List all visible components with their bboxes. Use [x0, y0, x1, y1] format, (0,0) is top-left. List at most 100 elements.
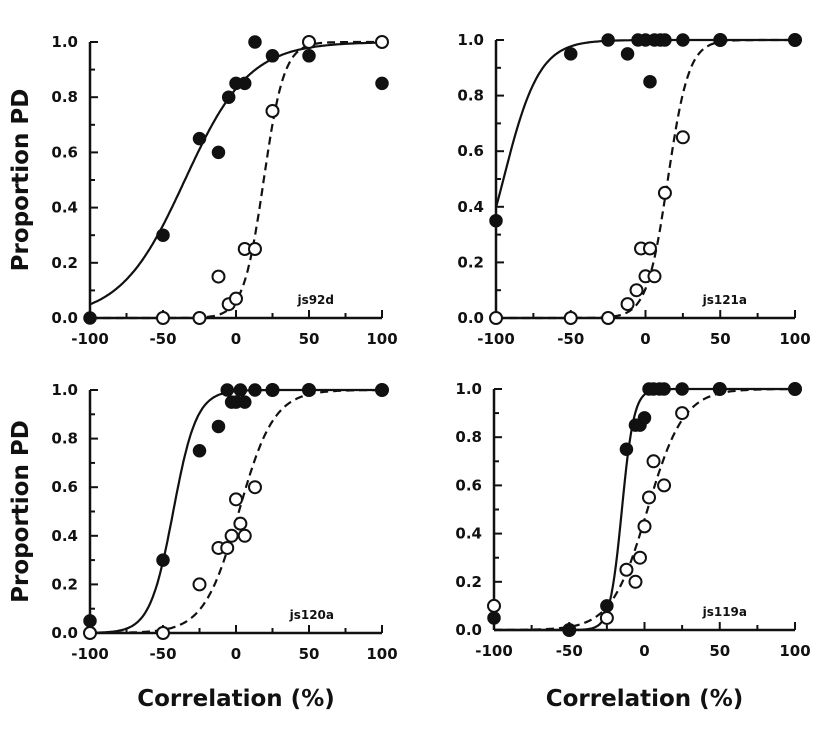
x-tick-label: -100 — [71, 645, 109, 663]
data-point-filled — [238, 76, 252, 91]
y-tick-label: 0.2 — [51, 575, 78, 593]
y-tick-label: 0.8 — [51, 430, 78, 448]
panel-2: -100 -50 0 50 100 0.0 0.2 0.4 0.6 0.8 1.0 js120a Pro… — [8, 381, 398, 712]
data-point-filled — [248, 35, 262, 49]
y-tick-label: 0.0 — [457, 309, 484, 327]
fit-curve-solid — [494, 387, 795, 632]
x-tick-label: 50 — [299, 645, 320, 663]
data-point-filled — [788, 382, 802, 396]
data-point-open — [375, 35, 389, 49]
data-point-filled — [375, 76, 389, 91]
data-point-filled — [211, 145, 226, 160]
panel-label: js119a — [702, 605, 747, 619]
data-point-filled — [192, 131, 207, 146]
x-tick-label: 100 — [779, 330, 810, 348]
data-point-filled — [600, 599, 614, 613]
data-point-open — [637, 519, 652, 534]
data-point-filled — [221, 90, 236, 104]
fit-curve-dashed — [496, 38, 795, 320]
data-point-open — [629, 283, 644, 298]
y-tick-label: 0.2 — [455, 573, 482, 591]
y-tick-label: 1.0 — [455, 380, 482, 398]
x-tick-label: 50 — [709, 642, 730, 660]
data-point-filled — [233, 383, 248, 397]
data-point-open — [247, 242, 262, 256]
data-point-filled — [658, 33, 672, 47]
x-tick-label: -50 — [149, 330, 176, 348]
data-point-open — [220, 540, 235, 555]
data-point-filled — [375, 383, 389, 397]
data-point-open — [642, 490, 657, 505]
data-point-filled — [220, 383, 234, 397]
y-tick-label: 0.4 — [51, 199, 78, 217]
y-tick-label: 0.4 — [51, 527, 78, 545]
data-point-filled — [248, 383, 262, 397]
y-tick-label: 0.2 — [51, 254, 78, 272]
x-tick-label: 0 — [231, 645, 241, 663]
y-tick-label: 0.4 — [455, 525, 482, 543]
fit-curve-dashed — [90, 40, 382, 320]
fit-curve-dashed — [89, 389, 382, 635]
y-tick-label: 0.8 — [51, 88, 78, 106]
data-point-filled — [265, 49, 280, 63]
x-tick-label: -100 — [475, 642, 513, 660]
data-point-open — [487, 598, 501, 613]
data-point-filled — [601, 33, 615, 47]
x-tick-label: 0 — [640, 330, 650, 348]
data-point-open — [247, 480, 262, 495]
x-tick-label: -50 — [149, 645, 176, 663]
data-point-filled — [302, 383, 316, 397]
panel-label: js121a — [702, 293, 747, 307]
data-point-open — [265, 104, 280, 118]
data-point-filled — [489, 213, 503, 228]
y-tick-label: 0.6 — [51, 478, 78, 496]
data-point-filled — [156, 553, 170, 567]
y-tick-label: 0.6 — [455, 476, 482, 494]
panel-label: js92d — [296, 293, 334, 307]
data-point-open — [619, 562, 634, 577]
data-point-open — [632, 550, 647, 565]
data-point-filled — [657, 382, 671, 396]
data-point-open — [211, 269, 226, 284]
x-tick-label: 50 — [299, 330, 320, 348]
data-point-filled — [643, 74, 657, 89]
data-point-filled — [83, 614, 97, 628]
x-tick-label: 100 — [366, 645, 397, 663]
fit-curve-solid — [494, 38, 795, 208]
data-point-filled — [238, 395, 252, 409]
data-point-open — [302, 35, 316, 49]
data-point-filled — [211, 419, 226, 434]
y-axis-title: Proportion PD — [8, 420, 34, 603]
data-point-open — [647, 269, 662, 284]
x-tick-label: 50 — [710, 330, 731, 348]
y-tick-label: 0.6 — [457, 142, 484, 160]
data-point-open — [563, 311, 578, 325]
data-point-filled — [675, 382, 689, 396]
data-point-filled — [156, 228, 170, 242]
data-point-filled — [83, 311, 97, 325]
data-point-filled — [788, 33, 802, 47]
x-tick-label: -50 — [556, 642, 583, 660]
x-tick-label: -100 — [477, 330, 515, 348]
data-point-open — [192, 577, 207, 592]
data-point-filled — [637, 411, 652, 425]
data-point-filled — [192, 444, 207, 458]
data-point-filled — [620, 47, 635, 61]
data-point-filled — [713, 33, 727, 47]
panel-3: -100 -50 0 50 100 0.0 0.2 0.4 0.6 0.8 1.0 js119a Cor… — [455, 380, 810, 712]
y-tick-label: 0.8 — [455, 428, 482, 446]
data-point-filled — [302, 49, 316, 63]
y-tick-label: 0.4 — [457, 198, 484, 216]
panel-label: js120a — [289, 608, 334, 622]
data-point-filled — [265, 383, 280, 397]
data-point-open — [642, 241, 657, 256]
x-axis-title: Correlation (%) — [546, 686, 744, 712]
data-point-open — [657, 185, 672, 200]
data-point-filled — [619, 442, 634, 456]
data-point-open — [489, 311, 503, 325]
y-tick-label: 1.0 — [51, 381, 78, 399]
data-point-filled — [564, 47, 578, 61]
data-point-open — [229, 291, 243, 306]
data-point-filled — [713, 382, 727, 396]
